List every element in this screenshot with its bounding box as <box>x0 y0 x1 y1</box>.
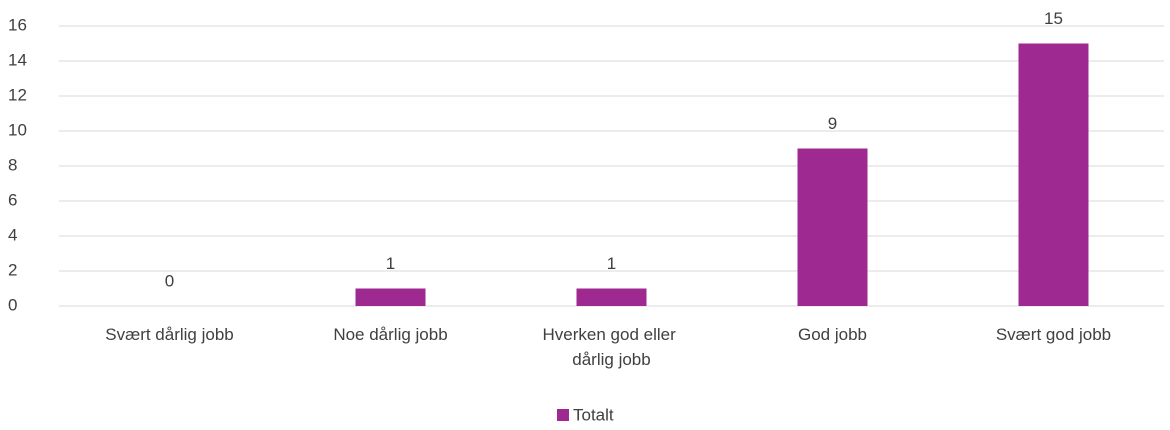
bar <box>797 148 868 306</box>
y-tick-label: 16 <box>8 15 27 34</box>
x-tick-label: Svært god jobb <box>996 325 1111 344</box>
data-label: 0 <box>165 271 174 290</box>
legend-label: Totalt <box>573 405 614 424</box>
data-label: 1 <box>607 254 616 273</box>
bar <box>1018 43 1089 306</box>
y-tick-label: 10 <box>8 120 27 139</box>
x-tick-label: Noe dårlig jobb <box>333 325 447 344</box>
y-tick-label: 8 <box>8 155 17 174</box>
x-tick-label: Hverken god eller dårlig jobb <box>543 325 681 369</box>
data-label: 1 <box>386 254 395 273</box>
y-tick-label: 0 <box>8 295 17 314</box>
y-tick-label: 6 <box>8 190 17 209</box>
bar <box>355 288 426 306</box>
y-tick-label: 12 <box>8 85 27 104</box>
data-label: 9 <box>828 114 837 133</box>
y-tick-label: 2 <box>8 260 17 279</box>
data-label: 15 <box>1044 9 1063 28</box>
x-tick-label: God jobb <box>798 325 867 344</box>
y-tick-label: 14 <box>8 50 27 69</box>
x-tick-label: Svært dårlig jobb <box>105 325 234 344</box>
y-tick-label: 4 <box>8 225 17 244</box>
legend-swatch <box>557 409 569 421</box>
bar <box>576 288 647 306</box>
